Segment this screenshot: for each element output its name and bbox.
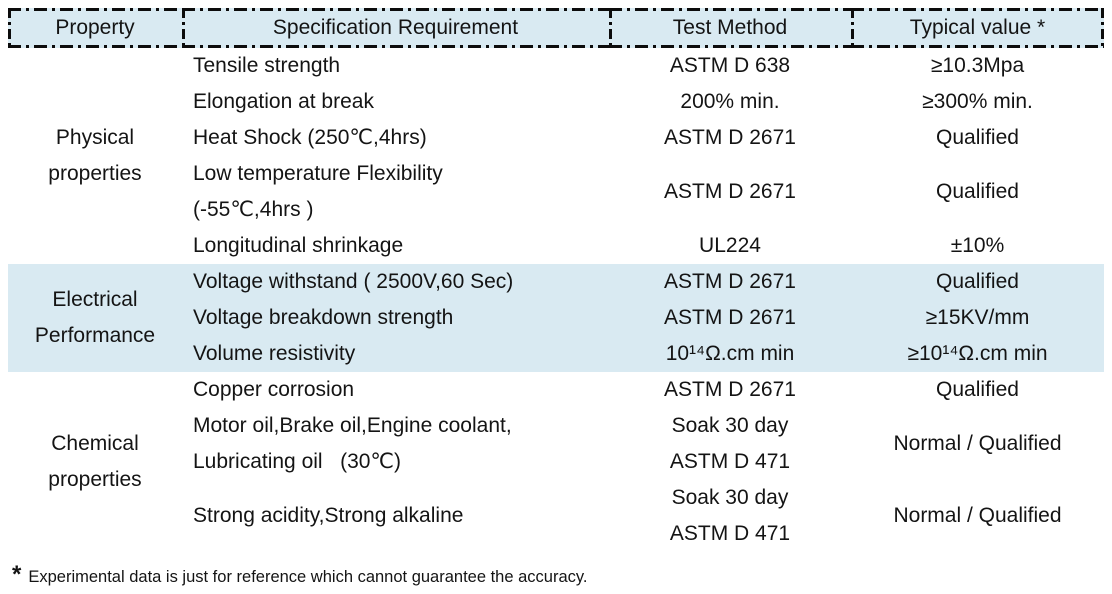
table-row: Heat Shock (250℃,4hrs) ASTM D 2671 Quali… xyxy=(8,120,1104,156)
value-cell: Qualified xyxy=(851,264,1104,300)
table-row: Low temperature Flexibility (-55℃,4hrs )… xyxy=(8,156,1104,228)
spec-cell: Voltage withstand ( 2500V,60 Sec) xyxy=(182,264,609,300)
spec-cell: Voltage breakdown strength xyxy=(182,300,609,336)
table-row: Electrical Performance Voltage withstand… xyxy=(8,264,1104,372)
footnote-asterisk: * xyxy=(12,561,22,588)
table-row: Volume resistivity 10¹⁴Ω.cm min ≥10¹⁴Ω.c… xyxy=(8,336,1104,372)
spec-cell: Volume resistivity xyxy=(182,336,609,372)
value-cell: ≥10.3Mpa xyxy=(930,54,1025,77)
value-cell: ≥10¹⁴Ω.cm min xyxy=(851,336,1104,372)
method-cell: ASTM D 2671 xyxy=(609,300,851,336)
table-row: Physical properties Tensile strength AST… xyxy=(8,48,1104,185)
spec-cell: Motor oil,Brake oil,Engine coolant, Lubr… xyxy=(193,414,512,473)
value-cell: Normal / Qualified xyxy=(893,504,1062,527)
spec-cell: Copper corrosion xyxy=(193,378,355,401)
table-row: Motor oil,Brake oil,Engine coolant, Lubr… xyxy=(8,408,1104,480)
table-row: Chemical properties Copper corrosion AST… xyxy=(8,372,1104,491)
spec-cell: Heat Shock (250℃,4hrs) xyxy=(193,126,427,149)
property-group-label-electrical: Electrical Performance xyxy=(8,264,182,372)
method-cell: ASTM D 638 xyxy=(669,54,791,77)
method-cell: ASTM D 2671 xyxy=(664,126,796,149)
value-cell: Qualified xyxy=(936,126,1019,149)
method-cell: ASTM D 2671 xyxy=(609,264,851,300)
table-row: Elongation at break 200% min. ≥300% min. xyxy=(8,84,1104,120)
spec-cell: Elongation at break xyxy=(193,90,374,113)
table-row: Voltage breakdown strength ASTM D 2671 ≥… xyxy=(8,300,1104,336)
value-cell: ≥15KV/mm xyxy=(851,300,1104,336)
footnote-text: Experimental data is just for reference … xyxy=(28,568,588,586)
header-row: Property Specification Requirement Test … xyxy=(8,8,1104,48)
spec-cell: Tensile strength xyxy=(193,54,341,77)
value-cell: ±10% xyxy=(950,234,1005,257)
property-group-label-chemical: Chemical properties xyxy=(48,432,142,491)
method-cell: ASTM D 2671 xyxy=(664,180,796,203)
value-cell: Normal / Qualified xyxy=(893,432,1062,455)
spec-cell: Low temperature Flexibility (-55℃,4hrs ) xyxy=(193,162,443,221)
column-header-typical-value: Typical value * xyxy=(851,8,1104,48)
method-cell: Soak 30 day ASTM D 471 xyxy=(669,414,791,473)
table-row: Strong acidity,Strong alkaline Soak 30 d… xyxy=(8,480,1104,552)
spec-table: Property Specification Requirement Test … xyxy=(8,8,1104,552)
method-cell: UL224 xyxy=(699,234,761,257)
spec-cell: Strong acidity,Strong alkaline xyxy=(193,504,464,527)
table-row: Longitudinal shrinkage UL224 ±10% xyxy=(8,228,1104,264)
property-group-label-physical: Physical properties xyxy=(48,126,142,185)
method-cell: ASTM D 2671 xyxy=(664,378,796,401)
column-header-test-method: Test Method xyxy=(609,8,851,48)
footnote: * Experimental data is just for reference… xyxy=(8,561,1104,589)
value-cell: Qualified xyxy=(936,180,1019,203)
value-cell: ≥300% min. xyxy=(922,90,1033,113)
column-header-specification: Specification Requirement xyxy=(182,8,609,48)
method-cell: 10¹⁴Ω.cm min xyxy=(609,336,851,372)
column-header-property: Property xyxy=(8,8,182,48)
method-cell: 200% min. xyxy=(680,90,780,113)
method-cell: Soak 30 day ASTM D 471 xyxy=(669,486,791,545)
spec-cell: Longitudinal shrinkage xyxy=(193,234,404,257)
value-cell: Qualified xyxy=(936,378,1019,401)
